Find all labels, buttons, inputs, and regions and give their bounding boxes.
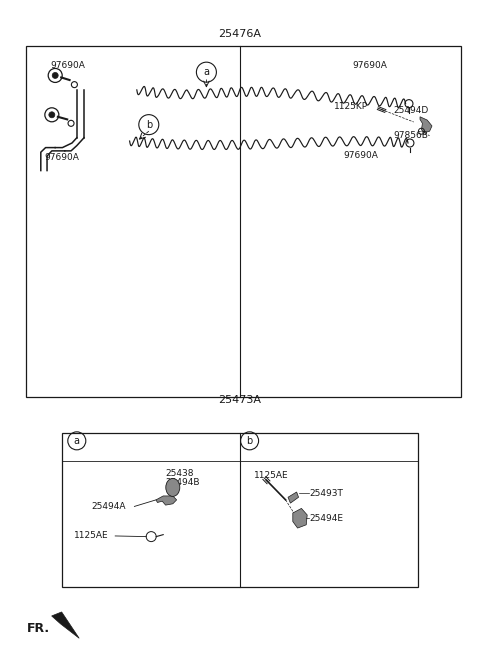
Polygon shape [52, 612, 79, 638]
Text: a: a [74, 436, 80, 446]
Text: 25473A: 25473A [218, 395, 262, 405]
Text: a: a [204, 67, 209, 77]
Polygon shape [156, 496, 177, 505]
Ellipse shape [166, 478, 180, 497]
Text: 1125AE: 1125AE [74, 531, 109, 541]
Text: 1125KP: 1125KP [334, 102, 368, 111]
Text: 25494E: 25494E [310, 514, 344, 523]
Text: 97690A: 97690A [45, 153, 80, 162]
Text: 97690A: 97690A [50, 61, 85, 70]
Circle shape [45, 108, 59, 122]
Text: 25493T: 25493T [310, 489, 344, 498]
Circle shape [48, 68, 62, 83]
Text: b: b [246, 436, 253, 446]
Text: 97690A: 97690A [353, 61, 388, 70]
Text: 97690A: 97690A [343, 151, 378, 160]
Circle shape [52, 72, 58, 79]
Text: 97856B: 97856B [394, 131, 429, 140]
Text: 25494A: 25494A [91, 502, 126, 511]
Text: b: b [145, 119, 152, 130]
Text: FR.: FR. [26, 622, 49, 635]
Text: 25494D: 25494D [394, 106, 429, 115]
Text: 25438: 25438 [166, 469, 194, 478]
Text: 25494B: 25494B [166, 478, 200, 487]
Text: 25476A: 25476A [218, 30, 262, 39]
Polygon shape [420, 117, 432, 133]
Bar [62, 433, 418, 587]
Polygon shape [288, 492, 299, 503]
Polygon shape [293, 508, 307, 528]
Bar [26, 46, 461, 397]
Circle shape [49, 112, 55, 118]
Text: 1125AE: 1125AE [254, 471, 289, 480]
